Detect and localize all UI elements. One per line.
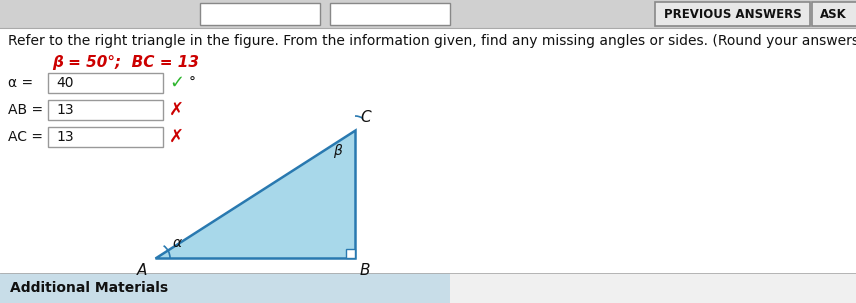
- Text: C: C: [360, 110, 371, 125]
- FancyBboxPatch shape: [48, 100, 163, 120]
- Text: ✗: ✗: [169, 128, 184, 146]
- FancyBboxPatch shape: [330, 3, 450, 25]
- Text: Refer to the right triangle in the figure. From the information given, find any : Refer to the right triangle in the figur…: [8, 34, 856, 48]
- FancyBboxPatch shape: [812, 2, 856, 26]
- FancyBboxPatch shape: [200, 3, 320, 25]
- Polygon shape: [155, 130, 355, 258]
- Text: B: B: [360, 263, 371, 278]
- Bar: [346, 249, 355, 258]
- Text: α =: α =: [8, 76, 33, 90]
- Text: 13: 13: [56, 130, 74, 144]
- Bar: [0, 0, 856, 28]
- FancyBboxPatch shape: [48, 73, 163, 93]
- FancyBboxPatch shape: [48, 127, 163, 147]
- Text: 40: 40: [56, 76, 74, 90]
- FancyBboxPatch shape: [655, 2, 810, 26]
- Text: β: β: [333, 144, 342, 158]
- Text: A: A: [137, 263, 147, 278]
- Text: ✗: ✗: [169, 101, 184, 119]
- Text: AC =: AC =: [8, 130, 43, 144]
- Text: PREVIOUS ANSWERS: PREVIOUS ANSWERS: [663, 8, 801, 21]
- Text: ✓: ✓: [169, 74, 184, 92]
- Text: Additional Materials: Additional Materials: [10, 281, 168, 295]
- Text: AB =: AB =: [8, 103, 43, 117]
- Text: ASK: ASK: [820, 8, 847, 21]
- Bar: [0, 273, 450, 303]
- Text: 13: 13: [56, 103, 74, 117]
- Text: α: α: [173, 236, 182, 250]
- Bar: [0, 28, 856, 273]
- Text: β = 50°;  BC = 13: β = 50°; BC = 13: [52, 55, 199, 70]
- Text: °: °: [189, 76, 196, 90]
